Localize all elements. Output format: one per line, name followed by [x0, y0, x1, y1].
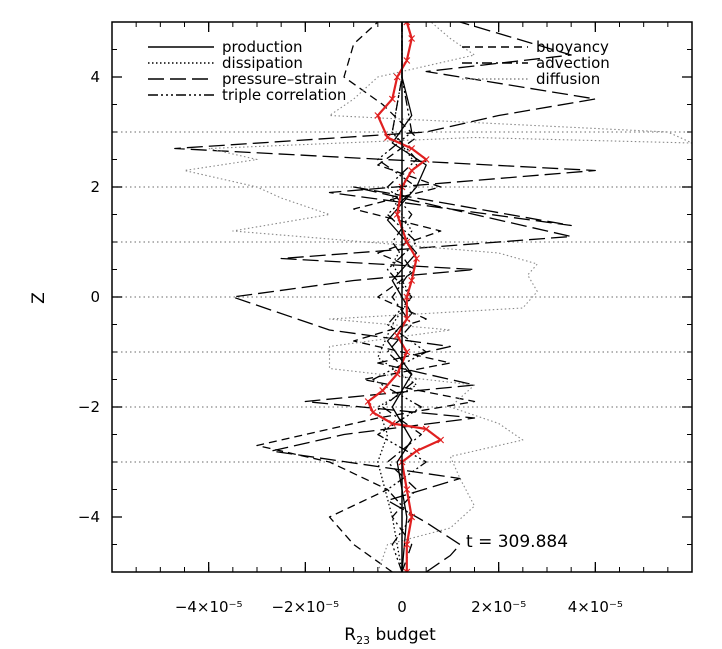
x-axis-ticks: −4×10⁻⁵ −2×10⁻⁵ 0 2×10⁻⁵ 4×10⁻⁵ [111, 22, 693, 616]
legend-label: pressure–strain [222, 70, 337, 88]
series-marker [379, 387, 387, 394]
series-marker [408, 35, 416, 42]
series-marker [408, 277, 416, 284]
x-tick-label: 2×10⁻⁵ [471, 598, 526, 616]
y-tick-label: 4 [90, 68, 100, 86]
series-line [377, 22, 418, 572]
series-marker [403, 315, 411, 323]
series-marker [403, 238, 411, 246]
y-tick-label: 2 [90, 178, 100, 196]
series-line [367, 22, 442, 572]
x-tick-label: −4×10⁻⁵ [175, 598, 243, 616]
series-layer [174, 22, 692, 572]
series-marker [388, 420, 396, 427]
y-tick-label: −4 [78, 508, 100, 526]
legend-label: diffusion [536, 70, 600, 88]
series-marker [393, 73, 401, 81]
series-marker [403, 57, 411, 64]
series-marker [437, 436, 445, 444]
legend-label: buoyancy [536, 38, 609, 56]
series-marker [393, 332, 401, 339]
series-marker [408, 513, 416, 521]
y-axis-ticks: −4 −2 0 2 4 [78, 21, 692, 573]
legend-label: dissipation [222, 54, 303, 72]
series-line [372, 22, 427, 572]
series-marker [403, 486, 411, 493]
series-marker [403, 348, 411, 356]
y-tick-label: 0 [90, 288, 100, 306]
x-tick-label: 4×10⁻⁵ [568, 598, 623, 616]
series-marker [403, 293, 411, 301]
series-line [174, 22, 596, 572]
legend-label: triple correlation [222, 86, 346, 104]
x-tick-label: 0 [397, 598, 407, 616]
series-marker [403, 568, 411, 572]
series-marker [403, 541, 411, 548]
series-marker [393, 211, 401, 218]
series-marker [408, 145, 416, 152]
x-tick-label: −2×10⁻⁵ [271, 598, 339, 616]
x-axis-label: R23 budget [344, 625, 436, 647]
y-axis-label: Z [29, 292, 49, 304]
series-marker [403, 22, 411, 26]
series-marker [388, 95, 396, 103]
series-marker [393, 370, 401, 378]
series-line [382, 22, 422, 572]
series-marker [364, 398, 372, 405]
legend: productiondissipationpressure–straintrip… [148, 38, 610, 104]
series-marker [422, 425, 430, 433]
series-marker [422, 156, 430, 163]
series-line [183, 22, 692, 572]
series-marker [374, 112, 382, 119]
y-tick-label: −2 [78, 398, 100, 416]
series-marker [413, 255, 420, 262]
legend-label: advection [536, 54, 610, 72]
series-marker [408, 167, 416, 174]
series-marker [369, 409, 377, 416]
series-marker [384, 134, 391, 141]
legend-label: production [222, 38, 303, 56]
time-annotation: t = 309.884 [466, 532, 568, 552]
series-marker [413, 447, 420, 455]
